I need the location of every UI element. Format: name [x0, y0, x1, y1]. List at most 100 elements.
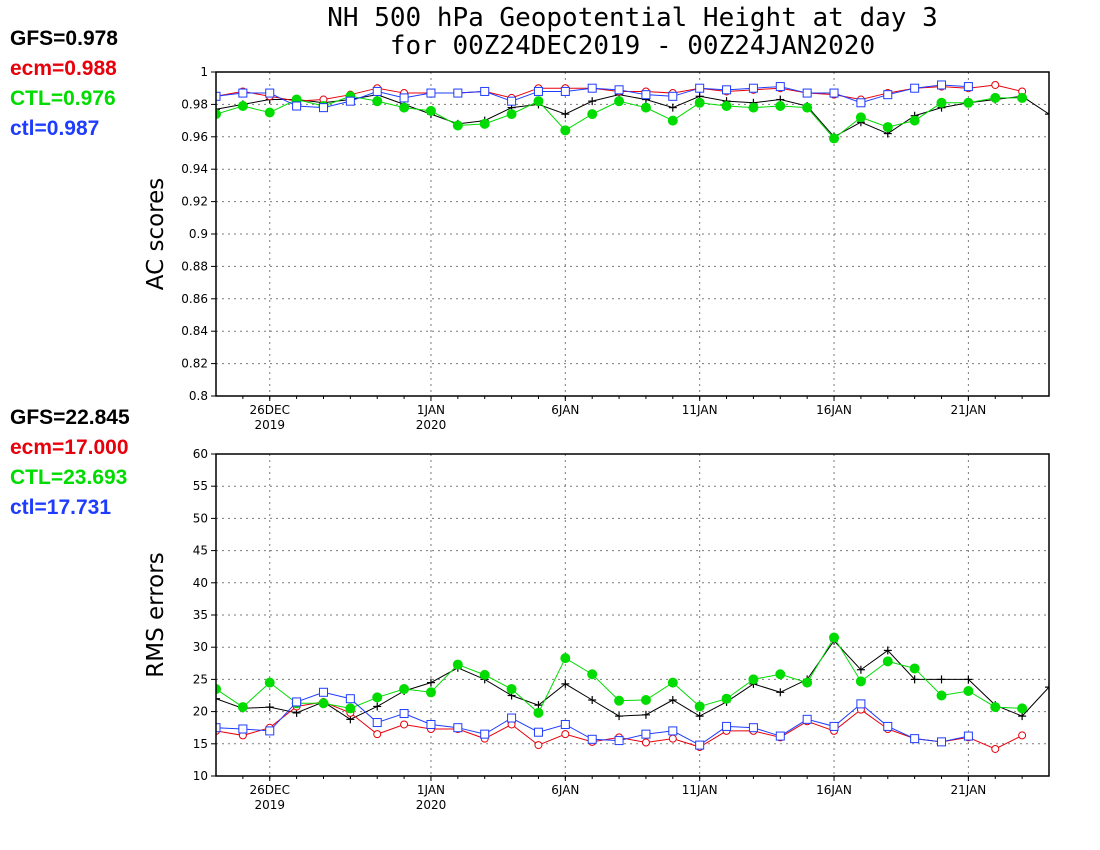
ac-point-ecm	[991, 80, 1000, 89]
ac-point-CTL	[775, 101, 786, 112]
ac-point-ctl	[695, 83, 705, 93]
rms-point-ctl	[345, 694, 355, 704]
rms-stat-ecm: ecm=17.000	[10, 436, 129, 459]
rms-point-CTL	[936, 690, 947, 701]
ac-point-GFS	[216, 105, 220, 114]
rms-point-ecm	[991, 744, 1000, 753]
ac-y-tick-label: 0.98	[181, 97, 208, 111]
rms-point-CTL	[829, 632, 840, 643]
rms-series-CTL	[216, 632, 1028, 718]
ac-point-ctl	[533, 86, 543, 96]
ac-point-ctl	[216, 91, 221, 101]
rms-point-GFS	[695, 712, 704, 721]
rms-point-ctl	[775, 731, 785, 741]
rms-point-CTL	[990, 702, 1001, 713]
rms-series-line-GFS	[216, 639, 1049, 720]
rms-point-CTL	[264, 677, 275, 688]
rms-point-GFS	[668, 696, 677, 705]
ac-series-CTL	[216, 91, 1028, 144]
ac-x-tick-label: 1JAN	[417, 403, 445, 417]
rms-point-ctl	[318, 687, 328, 697]
rms-point-ctl	[507, 713, 517, 723]
ac-point-CTL	[506, 109, 517, 120]
rms-point-CTL	[882, 656, 893, 667]
ac-stat-ecm: ecm=0.988	[10, 57, 117, 80]
rms-point-CTL	[775, 669, 786, 680]
ac-series-GFS	[216, 90, 1049, 141]
ac-x-tick-label: 26DEC	[249, 403, 289, 417]
ac-y-tick-label: 0.86	[181, 292, 208, 306]
rms-point-CTL	[452, 659, 463, 670]
rms-point-ctl	[883, 721, 893, 731]
rms-point-GFS	[615, 712, 624, 721]
rms-y-tick-label: 35	[193, 608, 208, 622]
ac-stat-ctl-upper: CTL=0.976	[10, 87, 116, 110]
rms-point-ctl	[372, 718, 382, 728]
rms-series-ctl	[216, 687, 973, 750]
ac-point-ctl	[856, 98, 866, 108]
ac-y-tick-label: 0.82	[181, 357, 208, 371]
rms-point-CTL	[533, 707, 544, 718]
rms-point-GFS	[910, 675, 919, 684]
ac-point-ctl	[345, 96, 355, 106]
chart-title-line-1: NH 500 hPa Geopotential Height at day 3	[327, 3, 938, 33]
rms-point-ecm	[373, 730, 382, 739]
ac-point-ctl	[587, 83, 597, 93]
ac-point-CTL	[216, 109, 221, 120]
rms-y-tick-label: 10	[193, 769, 208, 783]
rms-point-GFS	[776, 688, 785, 697]
rms-stat-ctl-lower: ctl=17.731	[10, 496, 112, 519]
ac-point-ctl	[426, 88, 436, 98]
rms-point-ctl	[668, 726, 678, 736]
ac-point-CTL	[990, 92, 1001, 103]
ac-y-tick-label: 0.9	[189, 227, 208, 241]
rms-point-GFS	[588, 696, 597, 705]
rms-point-CTL	[855, 676, 866, 687]
ac-point-CTL	[855, 112, 866, 123]
rms-point-ctl	[695, 740, 705, 750]
ac-point-CTL	[614, 96, 625, 107]
ac-point-ctl	[775, 82, 785, 92]
rms-point-CTL	[237, 702, 248, 713]
ac-y-axis-title: AC scores	[143, 178, 169, 290]
chart-title-line-2: for 00Z24DEC2019 - 00Z24JAN2020	[389, 31, 876, 61]
rms-point-ctl	[238, 724, 248, 734]
ac-series-ctl	[216, 80, 973, 113]
rms-point-ecm	[1018, 731, 1027, 740]
rms-point-ctl	[963, 731, 973, 741]
rms-point-ctl	[453, 723, 463, 733]
ac-point-CTL	[963, 97, 974, 108]
ac-point-CTL	[667, 115, 678, 126]
rms-plot-frame	[215, 453, 1050, 777]
rms-point-ctl	[560, 719, 570, 729]
rms-point-ecm	[561, 730, 570, 739]
rms-point-CTL	[667, 677, 678, 688]
rms-stat-ctl-upper: CTL=23.693	[10, 466, 128, 489]
rms-point-ctl	[587, 734, 597, 744]
ac-y-tick-label: 0.88	[181, 259, 208, 273]
rms-point-ctl	[856, 699, 866, 709]
rms-x-tick-label: 26DEC	[249, 783, 289, 797]
ac-panel: 0.8 0.82 0.84 0.86 0.88 0.9 0.92 0.94 0.96 0.98 1 2…	[143, 65, 1050, 432]
rms-point-GFS	[561, 679, 570, 688]
rms-point-CTL	[694, 701, 705, 712]
ac-x-tick-year: 2020	[416, 418, 447, 432]
ac-point-CTL	[479, 118, 490, 129]
ac-point-GFS	[588, 97, 597, 106]
ac-point-CTL	[909, 115, 920, 126]
ac-point-CTL	[640, 102, 651, 113]
ac-point-CTL	[587, 109, 598, 120]
ac-point-GFS	[668, 103, 677, 112]
ac-y-tick-label: 0.96	[181, 130, 208, 144]
ac-point-CTL	[533, 96, 544, 107]
ac-point-ctl	[883, 90, 893, 100]
rms-point-CTL	[479, 669, 490, 680]
ac-point-CTL	[694, 97, 705, 108]
ac-point-CTL	[372, 96, 383, 107]
ac-stat-ctl-lower: ctl=0.987	[10, 117, 100, 140]
ac-stat-gfs: GFS=0.978	[10, 27, 118, 50]
ac-y-tick-label: 0.94	[181, 162, 208, 176]
rms-point-ecm	[400, 720, 409, 729]
rms-point-CTL	[560, 653, 571, 664]
rms-point-ctl	[399, 709, 409, 719]
